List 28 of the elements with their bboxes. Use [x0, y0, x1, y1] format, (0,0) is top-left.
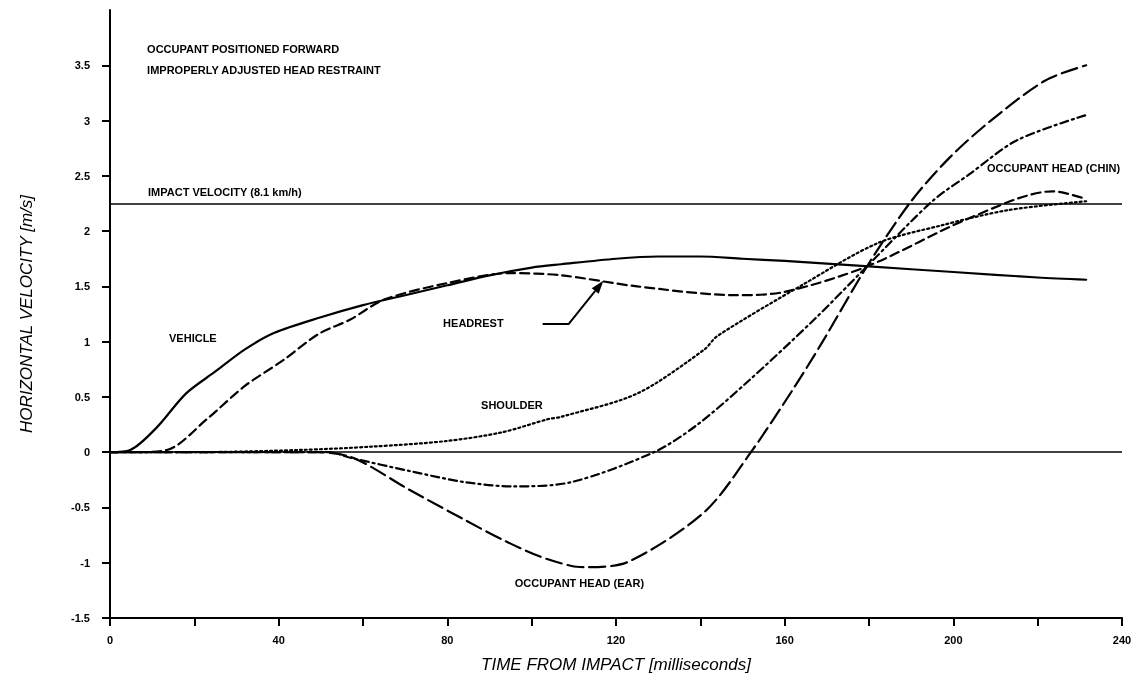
x-tick-label: 240: [1112, 633, 1132, 646]
y-tick-label: 2: [83, 225, 90, 238]
ref-line-label: IMPACT VELOCITY (8.1 km/h): [148, 185, 302, 198]
y-tick-label: 1: [83, 335, 90, 348]
series-label: VEHICLE: [169, 332, 217, 345]
x-axis-title: TIME FROM IMPACT [milliseconds]: [481, 655, 753, 674]
annotation: IMPROPERLY ADJUSTED HEAD RESTRAINT: [147, 63, 382, 76]
y-tick-label: 0: [83, 446, 90, 459]
y-tick-label: 3.5: [74, 59, 90, 72]
x-tick-label: 120: [606, 633, 626, 646]
y-tick-label: 2.5: [74, 169, 90, 182]
x-tick-label: 80: [441, 633, 454, 646]
y-tick-label: 0.5: [74, 390, 90, 403]
text: HEADREST: [443, 316, 504, 329]
series-label: OCCUPANT HEAD (EAR): [514, 576, 645, 589]
annotation: OCCUPANT POSITIONED FORWARD: [147, 42, 340, 55]
y-axis-title: HORIZONTAL VELOCITY [m/s]: [17, 193, 36, 434]
x-tick-label: 40: [272, 633, 285, 646]
y-tick-label: -1: [80, 556, 90, 569]
x-tick-label: 0: [106, 633, 114, 646]
y-tick-label: -1.5: [71, 612, 90, 624]
x-tick-label: 160: [775, 633, 794, 646]
series-label: OCCUPANT HEAD (CHIN): [987, 162, 1121, 175]
y-tick-label: -0.5: [71, 501, 90, 514]
x-tick-label: 200: [944, 633, 963, 646]
series-label: SHOULDER: [481, 398, 543, 411]
y-tick-label: 1.5: [74, 280, 90, 293]
y-tick-label: 3: [83, 114, 90, 127]
